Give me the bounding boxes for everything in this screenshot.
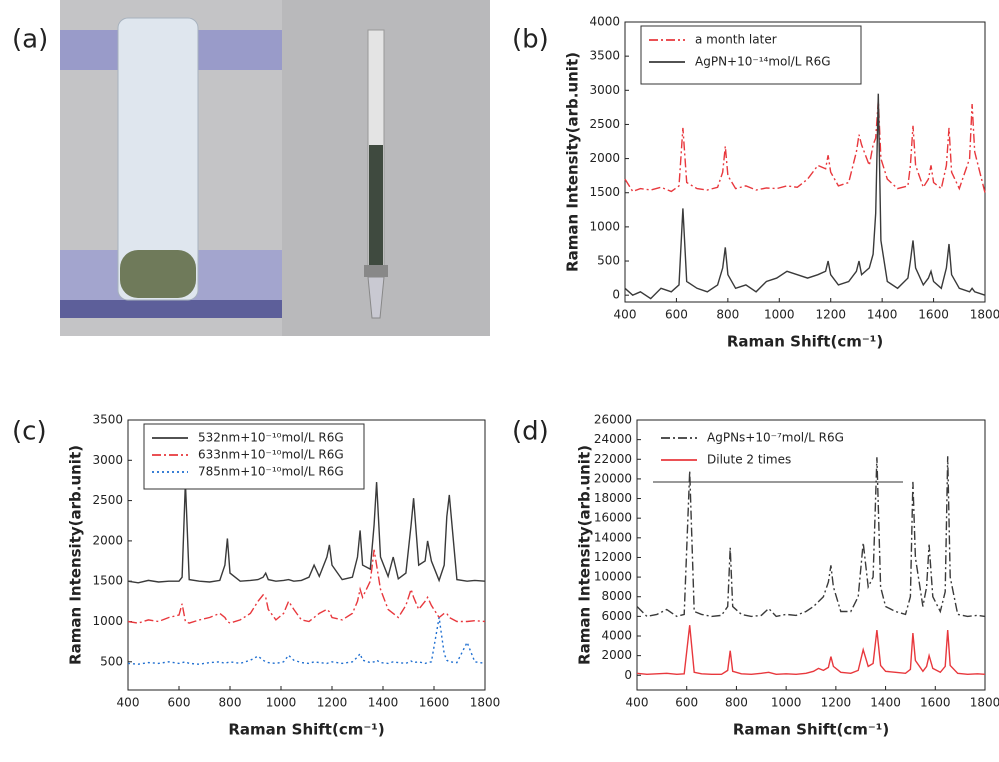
x-tick-label: 1800 (970, 696, 999, 710)
x-tick-label: 1800 (470, 696, 501, 710)
series-line (127, 549, 486, 624)
x-tick-label: 1400 (870, 696, 901, 710)
legend-label: AgPN+10⁻¹⁴mol/L R6G (695, 55, 831, 69)
y-tick-label: 2000 (601, 648, 632, 662)
x-tick-label: 800 (725, 696, 748, 710)
x-axis-title: Raman Shift(cm⁻¹) (228, 721, 384, 739)
y-tick-label: 0 (612, 288, 620, 302)
legend-label: Dilute 2 times (707, 453, 791, 467)
pipette-tip (367, 276, 385, 319)
x-tick-label: 1200 (815, 308, 846, 322)
y-tick-label: 1500 (92, 574, 123, 588)
legend-frame (640, 25, 862, 85)
legend-label: 633nm+10⁻¹⁰mol/L R6G (198, 448, 344, 462)
x-tick-label: 400 (626, 696, 649, 710)
x-tick-label: 1600 (920, 696, 951, 710)
y-tick-label: 14000 (594, 530, 632, 544)
y-tick-label: 22000 (594, 452, 632, 466)
x-tick-label: 800 (219, 696, 242, 710)
series-line (636, 625, 986, 676)
x-axis-title: Raman Shift(cm⁻¹) (727, 333, 883, 351)
x-tick-label: 1000 (266, 696, 297, 710)
pipette-ring (364, 265, 388, 277)
x-tick-label: 1400 (867, 308, 898, 322)
pipette-liquid (369, 145, 383, 265)
x-axis-title: Raman Shift(cm⁻¹) (733, 721, 889, 739)
legend-label: a month later (695, 33, 777, 47)
x-tick-label: 600 (665, 308, 688, 322)
y-tick-label: 3500 (92, 413, 123, 427)
y-tick-label: 3000 (92, 453, 123, 467)
y-axis-title: Raman Intensity(arb.unit) (67, 445, 85, 665)
photo (60, 0, 490, 336)
y-tick-label: 12000 (594, 550, 632, 564)
x-tick-label: 1200 (821, 696, 852, 710)
y-tick-label: 10000 (594, 570, 632, 584)
y-tick-label: 1500 (589, 185, 620, 199)
y-tick-label: 4000 (589, 15, 620, 29)
y-tick-label: 0 (624, 668, 632, 682)
rack-base (60, 300, 282, 318)
series-line (624, 93, 986, 300)
legend-label: AgPNs+10⁻⁷mol/L R6G (707, 431, 844, 445)
x-tick-label: 800 (716, 308, 739, 322)
panel-label: (b) (512, 25, 549, 55)
panel-label: (a) (12, 25, 48, 55)
y-tick-label: 2500 (92, 493, 123, 507)
y-tick-label: 3500 (589, 49, 620, 63)
tube-liquid (120, 250, 196, 298)
x-tick-label: 1600 (918, 308, 949, 322)
y-tick-label: 18000 (594, 491, 632, 505)
panel-label: (d) (512, 417, 549, 447)
x-tick-label: 400 (614, 308, 637, 322)
x-tick-label: 1600 (419, 696, 450, 710)
y-tick-label: 20000 (594, 471, 632, 485)
y-tick-label: 2500 (589, 117, 620, 131)
legend-label: 532nm+10⁻¹⁰mol/L R6G (198, 431, 344, 445)
x-tick-label: 1800 (970, 308, 999, 322)
y-tick-label: 16000 (594, 511, 632, 525)
y-tick-label: 8000 (601, 589, 632, 603)
y-tick-label: 3000 (589, 83, 620, 97)
plot-frame (636, 419, 986, 691)
y-tick-label: 2000 (589, 151, 620, 165)
y-tick-label: 2000 (92, 533, 123, 547)
y-axis-title: Raman Intensity(arb.unit) (564, 52, 582, 272)
legend-label: 785nm+10⁻¹⁰mol/L R6G (198, 465, 344, 479)
plot-frame (127, 419, 486, 691)
y-tick-label: 26000 (594, 413, 632, 427)
x-tick-label: 1000 (771, 696, 802, 710)
panel-label: (c) (12, 417, 47, 447)
legend-frame (143, 423, 365, 490)
y-tick-label: 1000 (589, 219, 620, 233)
y-axis-title: Raman Intensity(arb.unit) (576, 445, 594, 665)
x-tick-label: 1200 (317, 696, 348, 710)
tube (117, 17, 199, 301)
plot-frame (624, 21, 986, 303)
y-tick-label: 6000 (601, 609, 632, 623)
y-tick-label: 1000 (92, 614, 123, 628)
x-tick-label: 1400 (368, 696, 399, 710)
x-tick-label: 600 (168, 696, 191, 710)
series-line (636, 456, 986, 618)
series-line (624, 100, 986, 193)
series-line (127, 482, 486, 584)
y-tick-label: 4000 (601, 629, 632, 643)
x-tick-label: 600 (675, 696, 698, 710)
y-tick-label: 24000 (594, 432, 632, 446)
x-tick-label: 1000 (764, 308, 795, 322)
y-tick-label: 500 (597, 254, 620, 268)
x-tick-label: 400 (117, 696, 140, 710)
series-line (127, 617, 486, 665)
photo-right (282, 0, 490, 336)
y-tick-label: 500 (100, 654, 123, 668)
